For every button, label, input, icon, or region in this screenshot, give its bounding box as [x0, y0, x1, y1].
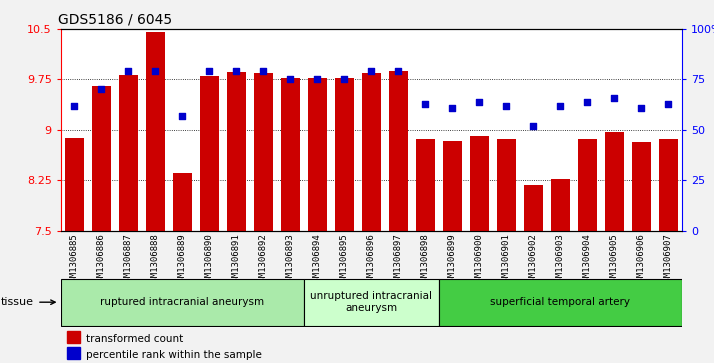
Text: GSM1306891: GSM1306891 [232, 233, 241, 287]
Text: superficial temporal artery: superficial temporal artery [491, 297, 630, 307]
Text: GSM1306901: GSM1306901 [502, 233, 511, 287]
Bar [659, 139, 678, 231]
Text: GSM1306905: GSM1306905 [610, 233, 619, 287]
Text: unruptured intracranial
aneurysm: unruptured intracranial aneurysm [311, 291, 432, 313]
Point [69, 103, 80, 109]
Text: GSM1306894: GSM1306894 [313, 233, 322, 287]
Text: GSM1306893: GSM1306893 [286, 233, 295, 287]
Point [338, 77, 350, 82]
Text: tissue: tissue [1, 297, 55, 307]
Bar [389, 72, 408, 231]
Bar [524, 185, 543, 231]
Text: GSM1306903: GSM1306903 [555, 233, 565, 287]
Text: GSM1306900: GSM1306900 [475, 233, 484, 287]
Text: GSM1306888: GSM1306888 [151, 233, 160, 287]
Point [96, 86, 107, 92]
Text: GSM1306895: GSM1306895 [340, 233, 348, 287]
Bar [470, 136, 489, 231]
Text: GSM1306896: GSM1306896 [367, 233, 376, 287]
Bar [281, 78, 300, 231]
Bar [578, 139, 597, 231]
Text: GSM1306906: GSM1306906 [637, 233, 646, 287]
Text: percentile rank within the sample: percentile rank within the sample [86, 350, 262, 360]
Bar [146, 32, 165, 231]
Bar [91, 86, 111, 231]
Point [203, 69, 215, 74]
Point [473, 99, 485, 105]
Point [635, 105, 647, 110]
Point [123, 69, 134, 74]
Point [582, 99, 593, 105]
Bar [65, 138, 84, 231]
Point [420, 101, 431, 106]
Bar [67, 331, 80, 343]
Bar [200, 76, 218, 231]
Point [528, 123, 539, 129]
Bar [497, 139, 516, 231]
Text: GSM1306907: GSM1306907 [664, 233, 673, 287]
Text: transformed count: transformed count [86, 334, 183, 344]
Point [311, 77, 323, 82]
Text: GSM1306897: GSM1306897 [394, 233, 403, 287]
Point [285, 77, 296, 82]
Bar [416, 139, 435, 231]
Point [231, 69, 242, 74]
Point [555, 103, 566, 109]
Point [501, 103, 512, 109]
Bar [308, 78, 327, 231]
Point [258, 69, 269, 74]
Bar [335, 78, 353, 231]
Text: GSM1306887: GSM1306887 [124, 233, 133, 287]
Point [446, 105, 458, 110]
Bar [632, 142, 650, 231]
Point [663, 101, 674, 106]
Text: GSM1306898: GSM1306898 [421, 233, 430, 287]
Bar [303, 279, 439, 326]
Bar [362, 73, 381, 231]
Bar [439, 279, 682, 326]
Bar [61, 279, 303, 326]
Bar [551, 179, 570, 231]
Bar [253, 73, 273, 231]
Text: GSM1306885: GSM1306885 [70, 233, 79, 287]
Bar [119, 75, 138, 231]
Text: GSM1306892: GSM1306892 [258, 233, 268, 287]
Bar [227, 72, 246, 231]
Bar [605, 132, 624, 231]
Text: GSM1306899: GSM1306899 [448, 233, 457, 287]
Text: GSM1306902: GSM1306902 [529, 233, 538, 287]
Bar [443, 141, 462, 231]
Point [393, 69, 404, 74]
Text: GDS5186 / 6045: GDS5186 / 6045 [58, 12, 171, 26]
Point [149, 69, 161, 74]
Text: ruptured intracranial aneurysm: ruptured intracranial aneurysm [100, 297, 264, 307]
Bar [173, 174, 191, 231]
Text: GSM1306886: GSM1306886 [96, 233, 106, 287]
Point [176, 113, 188, 119]
Bar [67, 347, 80, 359]
Point [608, 95, 620, 101]
Text: GSM1306890: GSM1306890 [205, 233, 213, 287]
Text: GSM1306889: GSM1306889 [178, 233, 187, 287]
Text: GSM1306904: GSM1306904 [583, 233, 592, 287]
Point [366, 69, 377, 74]
